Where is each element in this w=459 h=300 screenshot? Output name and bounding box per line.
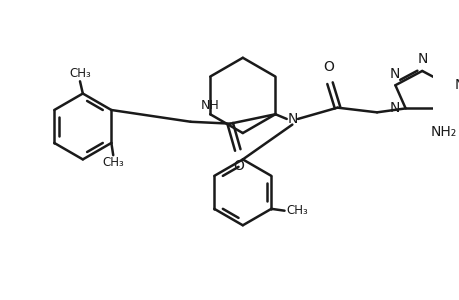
Text: NH₂: NH₂ xyxy=(430,125,456,139)
Text: N: N xyxy=(286,112,297,126)
Text: CH₃: CH₃ xyxy=(69,68,91,80)
Text: CH₃: CH₃ xyxy=(286,204,308,217)
Text: N: N xyxy=(388,67,399,80)
Text: CH₃: CH₃ xyxy=(102,156,124,169)
Text: N: N xyxy=(454,78,459,92)
Text: O: O xyxy=(233,159,244,173)
Text: N: N xyxy=(417,52,427,66)
Text: O: O xyxy=(323,60,334,74)
Text: N: N xyxy=(389,101,399,116)
Text: NH: NH xyxy=(201,99,219,112)
